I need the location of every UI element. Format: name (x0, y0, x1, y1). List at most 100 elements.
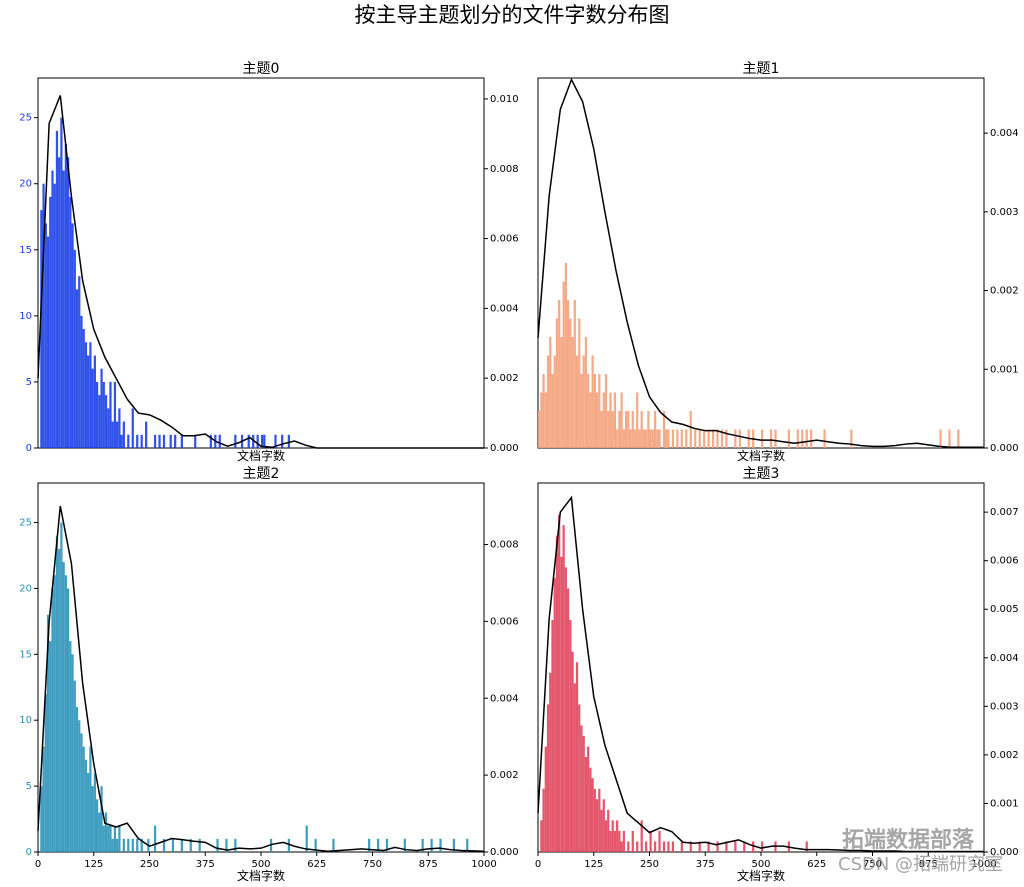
histogram-bar (234, 838, 237, 852)
histogram-bar (611, 820, 614, 852)
histogram-bar (611, 411, 614, 448)
histogram-bar (624, 411, 628, 448)
histogram-bar (127, 838, 130, 852)
histogram-bar (98, 812, 101, 852)
histogram-bar (602, 392, 605, 448)
histogram-bar (769, 429, 773, 448)
histogram-bar (631, 830, 634, 852)
histogram-bar (263, 434, 266, 448)
histogram-bar (118, 825, 121, 852)
histogram-bar (64, 144, 67, 448)
histogram-bar (153, 434, 157, 448)
y-right-tick-label: 0.000 (490, 847, 519, 858)
x-tick-label: 750 (363, 859, 382, 870)
histogram-bar (948, 429, 951, 448)
y-right-tick-label: 0.001 (990, 798, 1019, 809)
histogram-bar (49, 641, 52, 852)
y-right-tick-label: 0.006 (490, 616, 519, 627)
histogram-bar (58, 157, 61, 449)
histogram-bar (582, 736, 585, 852)
histogram-bar (544, 392, 547, 448)
histogram-bar (111, 838, 114, 852)
histogram-bar (569, 620, 572, 852)
histogram-bar (553, 577, 556, 852)
y-right-tick-label: 0.002 (490, 373, 519, 384)
histogram-bar (122, 421, 125, 448)
histogram-bar (538, 411, 541, 448)
x-tick-label: 625 (807, 859, 826, 870)
histogram-bar (540, 820, 543, 852)
histogram-bar (649, 429, 652, 448)
histogram-bar (689, 411, 692, 448)
histogram-bar (823, 429, 826, 448)
histogram-bar (544, 746, 547, 852)
histogram-bar (734, 429, 737, 448)
histogram-bar (84, 342, 88, 448)
histogram-bar (430, 838, 433, 852)
y-left-tick-label: 5 (26, 377, 32, 388)
histogram-bar (64, 575, 67, 852)
x-tick-label: 0 (35, 859, 41, 870)
y-right-tick-label: 0.002 (490, 770, 519, 781)
histogram-bar (73, 249, 76, 448)
histogram-bar (658, 429, 661, 448)
histogram-bar (600, 411, 603, 448)
histogram-bar (658, 830, 661, 852)
histogram-bar (613, 830, 617, 852)
histogram-bar (725, 429, 728, 448)
histogram-bar (676, 429, 679, 448)
histogram-bar (578, 318, 581, 448)
y-left-tick-label: 5 (26, 781, 32, 792)
histogram-bar (49, 196, 52, 448)
y-right-tick-label: 0.000 (990, 847, 1019, 858)
histogram-bar (598, 788, 601, 852)
histogram-bar (551, 620, 554, 852)
watermark-line-2: CSDN @拓端研究室 (838, 854, 1004, 875)
x-tick-label: 250 (640, 859, 659, 870)
histogram-bar (69, 641, 72, 852)
histogram-bar (44, 693, 47, 852)
histogram-bar (51, 170, 54, 448)
histogram-bar (78, 276, 81, 448)
histogram-bar (100, 368, 103, 448)
histogram-bar (551, 374, 554, 448)
y-right-tick-label: 0.004 (990, 653, 1019, 664)
histogram-bar (720, 429, 724, 448)
histogram-bar (153, 825, 157, 852)
histogram-bar (645, 841, 648, 852)
histogram-bar (694, 429, 697, 448)
y-right-tick-label: 0.008 (490, 164, 519, 175)
histogram-bar (89, 342, 92, 448)
histogram-bar (51, 588, 54, 852)
histogram-bar (66, 157, 70, 449)
histogram-bar (93, 355, 96, 448)
histogram-bar (80, 315, 83, 448)
histogram-bar (566, 300, 570, 448)
histogram-bar (113, 381, 117, 448)
histogram-bar (332, 838, 335, 852)
histogram-bar (716, 841, 719, 852)
histogram-bar (281, 434, 284, 448)
histogram-bar (743, 841, 746, 852)
histogram-bar (82, 746, 85, 852)
histogram-bar (600, 809, 603, 852)
histogram-bar (98, 395, 101, 448)
plot-frame (537, 482, 985, 853)
histogram-bar (209, 434, 212, 448)
histogram-bar (42, 746, 45, 852)
histogram-bar (62, 562, 65, 852)
y-left-tick-label: 20 (19, 179, 32, 190)
histogram-bar (698, 841, 701, 852)
histogram-bar (591, 778, 594, 852)
subplot-title: 主题0 (243, 61, 280, 77)
histogram-bar (71, 654, 74, 852)
histogram-bar (680, 841, 683, 852)
y-right-tick-label: 0.002 (990, 750, 1019, 761)
y-left-tick-label: 25 (19, 113, 32, 124)
histogram-bar (595, 799, 599, 852)
histogram-bar (87, 772, 90, 852)
histogram-bar (711, 429, 715, 448)
histogram-bar (653, 841, 657, 852)
histogram-bar (671, 429, 675, 448)
histogram-bar (78, 720, 81, 852)
